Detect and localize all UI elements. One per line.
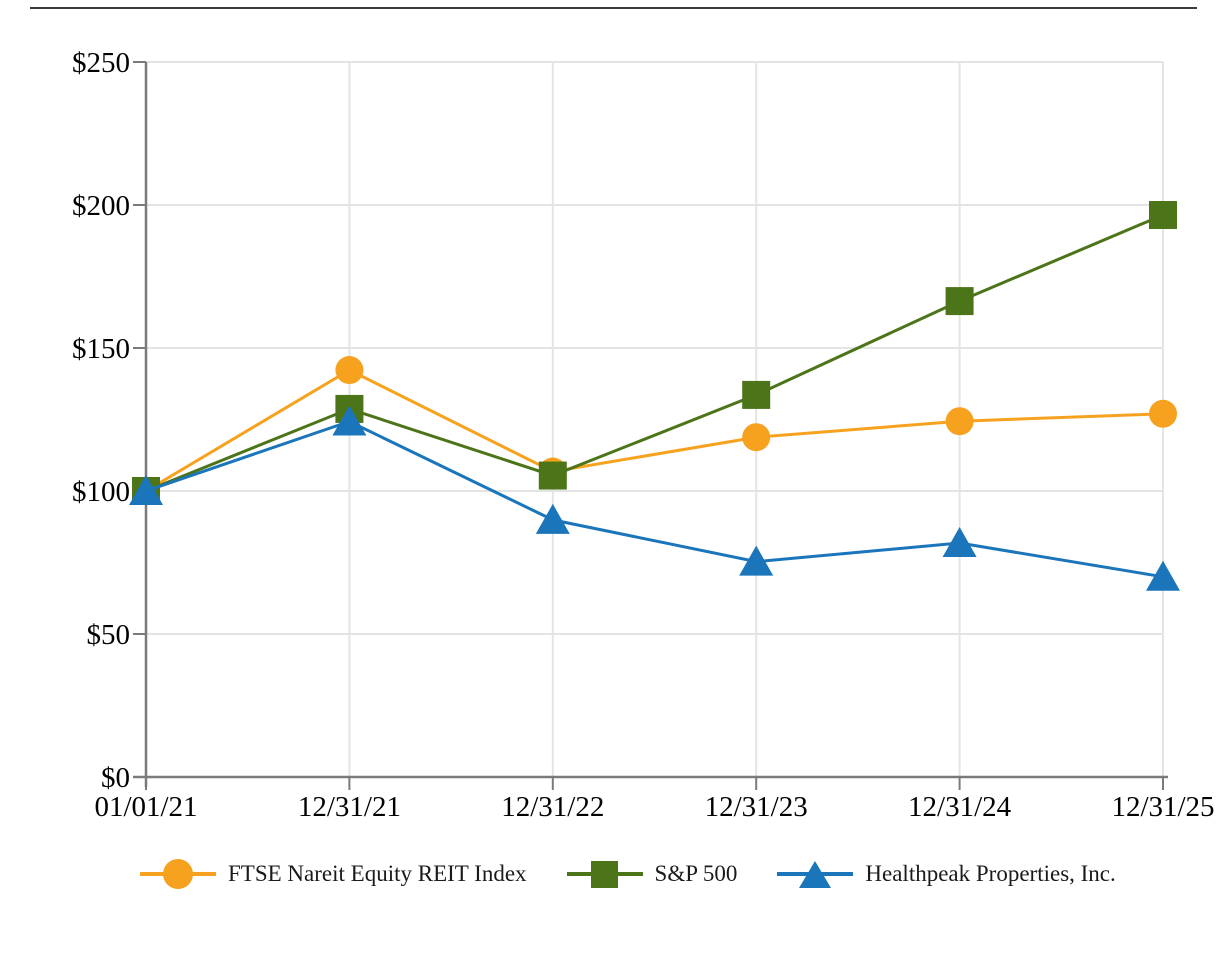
- data-point-circle: [945, 407, 974, 436]
- data-point-square: [945, 287, 974, 316]
- y-axis-label: $100: [72, 476, 130, 508]
- circle-marker-icon: [163, 859, 193, 889]
- data-point-circle: [335, 356, 364, 385]
- top-rule-divider: [30, 7, 1197, 9]
- legend-label-healthpeak: Healthpeak Properties, Inc.: [865, 861, 1116, 886]
- series-line-0: [145, 368, 1164, 493]
- y-axis-label: $50: [87, 619, 131, 651]
- square-marker-icon: [590, 861, 618, 888]
- series-line-2: [145, 419, 1164, 579]
- performance-line-chart: $0 $50 $100 $150 $200 $250 01/01/21 12/31/21 12/…: [72, 47, 1215, 823]
- legend-sample-ftse: [140, 858, 216, 890]
- x-axis-label: 12/31/22: [501, 791, 604, 823]
- y-axis-label: $0: [101, 762, 130, 794]
- legend-item-healthpeak: Healthpeak Properties, Inc.: [777, 852, 1116, 896]
- data-point-triangle: [129, 475, 163, 505]
- triangle-marker-icon: [799, 861, 832, 888]
- data-point-square: [1149, 201, 1177, 230]
- x-axis-label: 12/31/23: [705, 791, 808, 823]
- legend-sample-sp500: [566, 858, 643, 890]
- series-line-1: [145, 213, 1164, 493]
- legend-label-ftse: FTSE Nareit Equity REIT Index: [228, 861, 527, 886]
- y-axis-label: $200: [72, 190, 130, 222]
- y-axis-label: $150: [72, 333, 130, 365]
- data-point-triangle: [1146, 560, 1180, 591]
- x-axis-label: 12/31/21: [298, 791, 401, 823]
- data-point-triangle: [535, 503, 570, 534]
- legend-item-ftse-nareit: FTSE Nareit Equity REIT Index: [140, 852, 527, 896]
- legend-sample-healthpeak: [777, 858, 854, 890]
- y-axis-label: $250: [72, 47, 130, 79]
- data-point-circle: [1149, 399, 1177, 428]
- legend-label-sp500: S&P 500: [654, 861, 738, 886]
- data-point-square: [742, 380, 771, 409]
- x-axis-label: 01/01/21: [94, 791, 197, 823]
- data-point-triangle: [332, 405, 367, 436]
- data-point-circle: [742, 423, 771, 452]
- data-point-triangle: [942, 527, 977, 558]
- data-point-triangle: [739, 545, 774, 576]
- legend-item-sp500: S&P 500: [566, 852, 738, 896]
- x-axis-label: 12/31/24: [908, 791, 1012, 823]
- chart-legend: FTSE Nareit Equity REIT Index S&P 500 He…: [140, 852, 1140, 896]
- x-axis-label: 12/31/25: [1111, 791, 1214, 823]
- data-point-square: [538, 461, 567, 490]
